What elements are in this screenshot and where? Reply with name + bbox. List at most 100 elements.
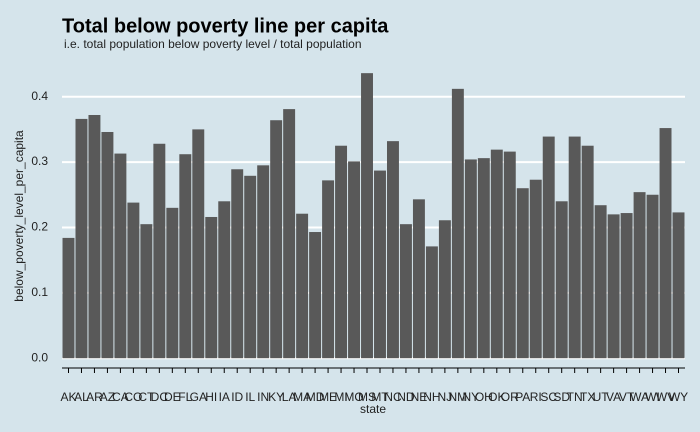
bar [179, 154, 192, 359]
x-tick-label: AR [86, 390, 103, 404]
x-tick-label: OH [475, 390, 493, 404]
x-tick-label: MS [358, 390, 376, 404]
bar [568, 136, 581, 359]
bar [322, 180, 335, 359]
x-tick-label: TN [567, 390, 583, 404]
x-tick-label: UT [593, 390, 610, 404]
bar [75, 118, 88, 359]
bar [361, 73, 373, 359]
bar [386, 141, 399, 359]
bar [555, 201, 568, 359]
x-tick-label: OR [501, 390, 519, 404]
x-tick-label: NJ [438, 390, 453, 404]
x-tick-label: NC [384, 390, 402, 404]
y-tick-label: 0.1 [31, 285, 48, 299]
bar [399, 224, 412, 359]
x-tick-label: GA [190, 390, 207, 404]
bar [127, 202, 140, 359]
bar [88, 114, 101, 359]
bar [503, 151, 516, 359]
y-axis-label: below_poverty_level_per_capita [12, 130, 26, 302]
x-tick-label: PA [515, 390, 530, 404]
bar [477, 158, 490, 359]
x-tick-label: WY [669, 390, 688, 404]
bar [672, 212, 685, 359]
chart-title: Total below poverty line per capita [62, 15, 389, 37]
bar [192, 129, 205, 359]
bar [309, 232, 322, 359]
bar [581, 145, 594, 359]
bar [205, 216, 218, 359]
x-tick-label: MI [334, 390, 347, 404]
bar [335, 145, 348, 359]
x-axis-label: state [360, 402, 386, 416]
x-tick-label: IL [245, 390, 255, 404]
x-tick-label: FL [178, 390, 192, 404]
x-tick-label: WI [645, 390, 660, 404]
bar [62, 237, 75, 359]
bar [348, 161, 361, 359]
x-tick-label: MA [293, 390, 311, 404]
x-tick-label: WA [630, 390, 649, 404]
x-tick-label: LA [282, 390, 297, 404]
x-tick-label: SC [540, 390, 557, 404]
x-tick-label: NH [423, 390, 440, 404]
x-tick-label: NM [449, 390, 468, 404]
x-tick-label: ND [397, 390, 415, 404]
bar [166, 207, 179, 359]
bar [464, 159, 477, 359]
x-tick-label: OK [488, 390, 505, 404]
x-tick-label: KY [268, 390, 284, 404]
y-tick-label: 0.0 [31, 350, 48, 364]
bar [374, 170, 386, 359]
x-tick-label: CA [112, 390, 129, 404]
bar [140, 224, 153, 359]
bar [257, 165, 270, 359]
bar [659, 128, 672, 359]
x-tick-label: VT [619, 390, 635, 404]
x-tick-label: MT [371, 390, 389, 404]
x-tick-label: ID [231, 390, 243, 404]
y-tick-label: 0.4 [31, 89, 48, 103]
bar [218, 201, 231, 359]
x-tick-label: IA [219, 390, 230, 404]
x-tick-label: RI [530, 390, 542, 404]
x-tick-label: NE [411, 390, 428, 404]
bar [283, 109, 296, 359]
bar [296, 213, 309, 359]
bar [438, 220, 451, 359]
bar [412, 199, 425, 359]
bar [542, 136, 555, 359]
x-tick-label: AZ [100, 390, 115, 404]
bar [620, 213, 633, 359]
bar [114, 153, 127, 359]
bar [529, 179, 542, 359]
bar [244, 175, 257, 359]
bar [646, 194, 659, 359]
bar [490, 149, 503, 359]
bar [425, 246, 438, 359]
bar [153, 143, 166, 359]
x-tick-label: VA [606, 390, 621, 404]
x-tick-label: HI [205, 390, 217, 404]
x-tick-label: CT [138, 390, 155, 404]
x-tick-label: MD [306, 390, 325, 404]
x-tick-label: MO [344, 390, 363, 404]
bar [633, 192, 646, 359]
bar [451, 88, 464, 359]
x-tick-label: AL [74, 390, 89, 404]
x-tick-label: CO [124, 390, 142, 404]
x-tick-label: IN [257, 390, 269, 404]
bar [270, 120, 283, 359]
bar [607, 214, 620, 359]
x-tick-label: DC [151, 390, 169, 404]
bar [101, 131, 114, 359]
y-tick-label: 0.2 [31, 220, 48, 234]
bar [594, 205, 607, 359]
x-tick-label: SD [553, 390, 570, 404]
x-tick-label: TX [580, 390, 595, 404]
x-tick-label: NY [463, 390, 480, 404]
x-tick-label: WV [656, 390, 675, 404]
y-tick-label: 0.3 [31, 154, 48, 168]
